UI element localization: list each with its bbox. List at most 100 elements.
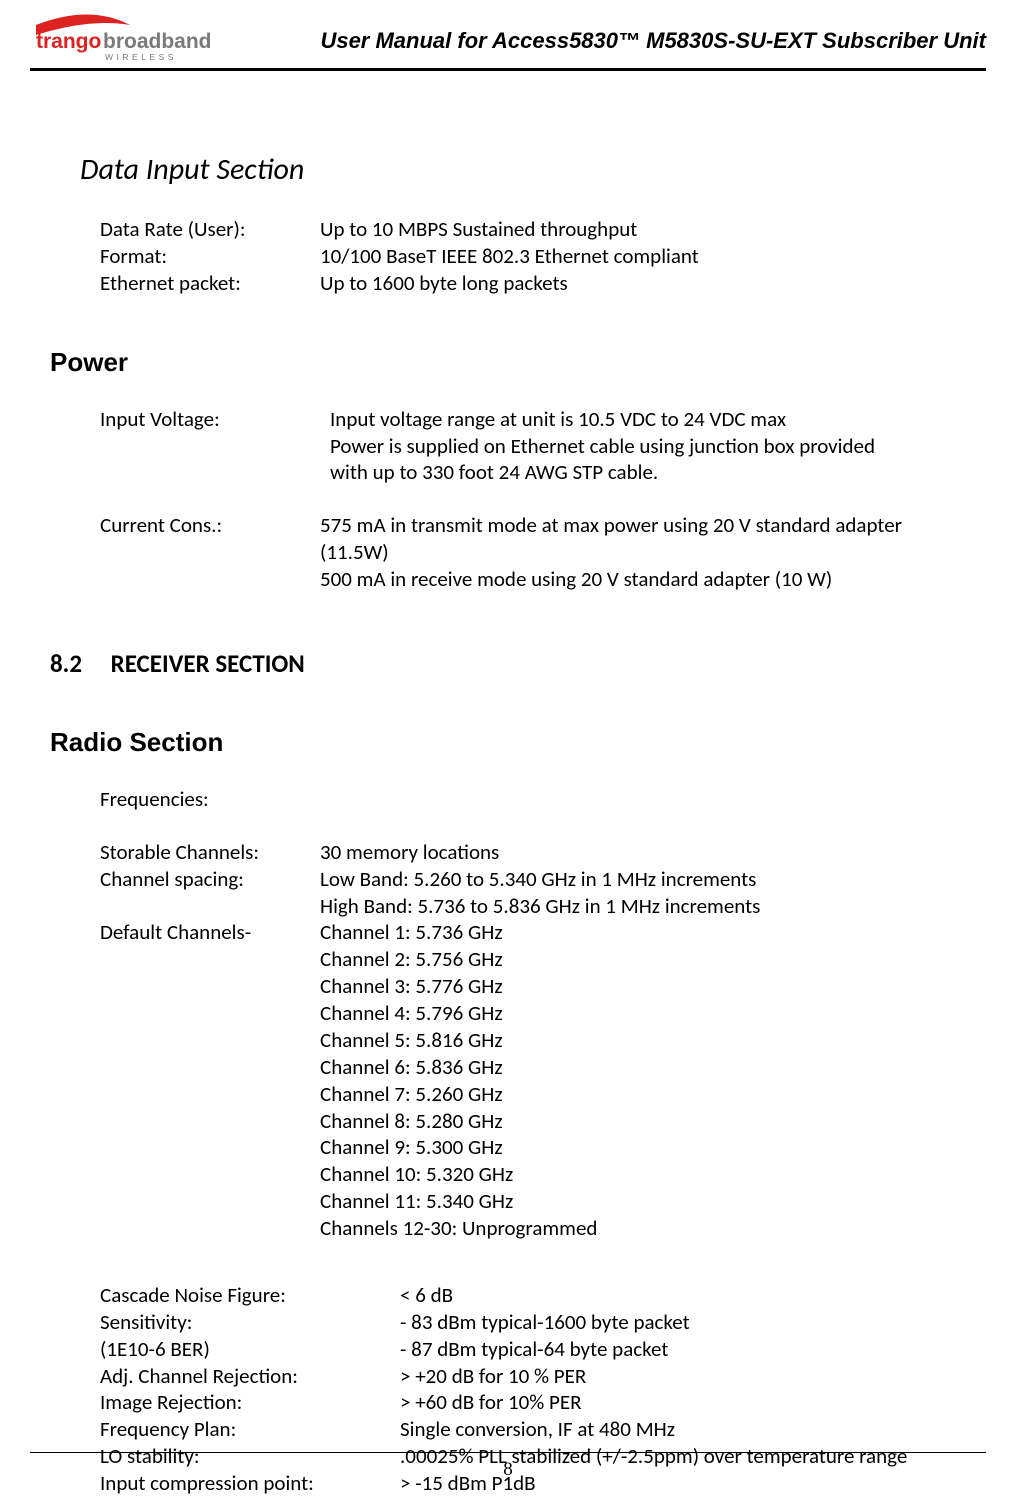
heading-receiver: 8.2 RECEIVER SECTION	[50, 648, 916, 679]
spacer	[100, 813, 916, 839]
svg-text:broadband: broadband	[103, 30, 212, 53]
spec-value: 10/100 BaseT IEEE 802.3 Ethernet complia…	[320, 243, 916, 270]
spec-row: Channel 11: 5.340 GHz	[100, 1188, 916, 1215]
spec-value: Channel 6: 5.836 GHz	[320, 1054, 916, 1081]
spec-value: Channel 9: 5.300 GHz	[320, 1134, 916, 1161]
section-number: 8.2	[50, 648, 105, 679]
spec-row: Channel 9: 5.300 GHz	[100, 1134, 916, 1161]
heading-power: Power	[50, 347, 916, 378]
radio-rows: Storable Channels:30 memory locationsCha…	[100, 839, 916, 1242]
spec-value: Channel 1: 5.736 GHz	[320, 919, 916, 946]
header-rule	[30, 68, 986, 71]
spec-value: with up to 330 foot 24 AWG STP cable.	[320, 459, 916, 486]
spec-label: Format:	[100, 243, 320, 270]
spec-row: Frequencies:	[100, 786, 916, 813]
spec-value: Channel 3: 5.776 GHz	[320, 973, 916, 1000]
spec-value: Channel 7: 5.260 GHz	[320, 1081, 916, 1108]
spec-label	[100, 1054, 320, 1081]
spec-value: (11.5W)	[320, 539, 916, 566]
spec-value: 30 memory locations	[320, 839, 916, 866]
spec-value: Channels 12-30: Unprogrammed	[320, 1215, 916, 1242]
spec-label	[100, 1081, 320, 1108]
spec-row: Storable Channels:30 memory locations	[100, 839, 916, 866]
spec-row: Ethernet packet: Up to 1600 byte long pa…	[100, 270, 916, 297]
spec-row: Channel 4: 5.796 GHz	[100, 1000, 916, 1027]
spec-value: 575 mA in transmit mode at max power usi…	[320, 512, 916, 539]
spec-label	[100, 893, 320, 920]
spec-label	[100, 1188, 320, 1215]
spec-label	[100, 459, 320, 486]
spec-value: High Band: 5.736 to 5.836 GHz in 1 MHz i…	[320, 893, 916, 920]
spec-label: Adj. Channel Rejection:	[100, 1363, 400, 1390]
spec-label: Frequency Plan:	[100, 1416, 400, 1443]
spec-label: Storable Channels:	[100, 839, 320, 866]
spec-value: > +20 dB for 10 % PER	[400, 1363, 916, 1390]
spec-label: Channel spacing:	[100, 866, 320, 893]
spec-label	[100, 973, 320, 1000]
footer-rule	[30, 1452, 986, 1453]
spec-label: Ethernet packet:	[100, 270, 320, 297]
spec-label: Default Channels-	[100, 919, 320, 946]
spec-row: Adj. Channel Rejection:> +20 dB for 10 %…	[100, 1363, 916, 1390]
spec-label	[100, 539, 320, 566]
spec-value: Channel 11: 5.340 GHz	[320, 1188, 916, 1215]
spec-value: Single conversion, IF at 480 MHz	[400, 1416, 916, 1443]
spec-row: Channel 6: 5.836 GHz	[100, 1054, 916, 1081]
content: Data Input Section Data Rate (User): Up …	[30, 151, 986, 1497]
spec-value: 500 mA in receive mode using 20 V standa…	[320, 566, 916, 593]
spec-value: Channel 10: 5.320 GHz	[320, 1161, 916, 1188]
heading-data-input: Data Input Section	[80, 151, 916, 188]
heading-radio: Radio Section	[50, 727, 916, 758]
spec-row: Sensitivity:- 83 dBm typical-1600 byte p…	[100, 1309, 916, 1336]
page-header: trango broadband WIRELESS User Manual fo…	[30, 0, 986, 65]
document-title: User Manual for Access5830™ M5830S-SU-EX…	[320, 10, 986, 54]
spec-value	[320, 786, 916, 813]
spec-label	[100, 1161, 320, 1188]
spec-label	[100, 1215, 320, 1242]
spec-value: Channel 2: 5.756 GHz	[320, 946, 916, 973]
spec-value: < 6 dB	[400, 1282, 916, 1309]
spec-row: (1E10-6 BER)- 87 dBm typical-64 byte pac…	[100, 1336, 916, 1363]
spec-label	[100, 566, 320, 593]
spec-value: Low Band: 5.260 to 5.340 GHz in 1 MHz in…	[320, 866, 916, 893]
spec-value: > +60 dB for 10% PER	[400, 1389, 916, 1416]
spec-label	[100, 1108, 320, 1135]
spec-label: (1E10-6 BER)	[100, 1336, 400, 1363]
spec-value: Channel 4: 5.796 GHz	[320, 1000, 916, 1027]
spec-row: High Band: 5.736 to 5.836 GHz in 1 MHz i…	[100, 893, 916, 920]
spec-value: Channel 5: 5.816 GHz	[320, 1027, 916, 1054]
spec-label: Sensitivity:	[100, 1309, 400, 1336]
logo: trango broadband WIRELESS	[30, 10, 230, 65]
svg-text:WIRELESS: WIRELESS	[105, 52, 177, 62]
spec-row: Channel 10: 5.320 GHz	[100, 1161, 916, 1188]
spec-label	[100, 1027, 320, 1054]
spec-label: Data Rate (User):	[100, 216, 320, 243]
spec-row: Channels 12-30: Unprogrammed	[100, 1215, 916, 1242]
spec-label	[100, 1000, 320, 1027]
spec-row: Format: 10/100 BaseT IEEE 802.3 Ethernet…	[100, 243, 916, 270]
svg-text:trango: trango	[36, 30, 101, 53]
spec-row: Image Rejection:> +60 dB for 10% PER	[100, 1389, 916, 1416]
spec-row: (11.5W)	[100, 539, 916, 566]
spec-row: Default Channels-Channel 1: 5.736 GHz	[100, 919, 916, 946]
section-title: RECEIVER SECTION	[111, 648, 305, 679]
page-footer: 8	[30, 1452, 986, 1481]
spec-row: Power is supplied on Ethernet cable usin…	[100, 433, 916, 460]
spec-label: Image Rejection:	[100, 1389, 400, 1416]
spec-row: Channel 7: 5.260 GHz	[100, 1081, 916, 1108]
spacer	[100, 486, 916, 512]
spec-label: Current Cons.:	[100, 512, 320, 539]
spec-label: Frequencies:	[100, 786, 320, 813]
spec-value: Up to 1600 byte long packets	[320, 270, 916, 297]
spec-row: Data Rate (User): Up to 10 MBPS Sustaine…	[100, 216, 916, 243]
spec-row: Input Voltage: Input voltage range at un…	[100, 406, 916, 433]
spec-label	[100, 1134, 320, 1161]
spec-row: Channel spacing:Low Band: 5.260 to 5.340…	[100, 866, 916, 893]
spec-value: Power is supplied on Ethernet cable usin…	[320, 433, 916, 460]
spec-row: with up to 330 foot 24 AWG STP cable.	[100, 459, 916, 486]
spec-row: Channel 3: 5.776 GHz	[100, 973, 916, 1000]
spacer	[100, 1242, 916, 1282]
page: trango broadband WIRELESS User Manual fo…	[0, 0, 1016, 1509]
spec-row: Frequency Plan:Single conversion, IF at …	[100, 1416, 916, 1443]
spec-row: Current Cons.: 575 mA in transmit mode a…	[100, 512, 916, 539]
